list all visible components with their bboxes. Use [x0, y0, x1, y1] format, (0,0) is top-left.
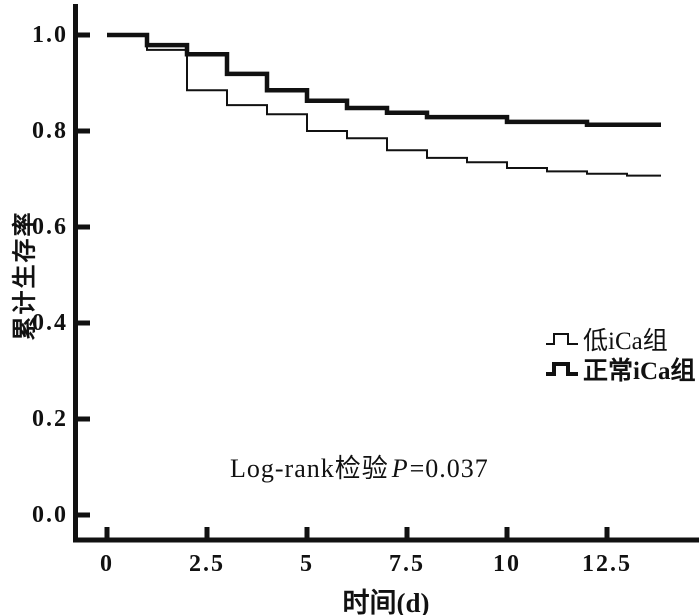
- x-tick-label: 0: [100, 551, 114, 577]
- log-rank-annotation-value: =0.037: [409, 454, 489, 483]
- log-rank-annotation-prefix: Log-rank检验: [230, 454, 389, 483]
- x-axis-title: 时间(d): [342, 588, 430, 615]
- survival-curve-low-ica: [107, 34, 661, 177]
- y-tick-label: 0.2: [32, 406, 68, 432]
- x-tick-label: 10: [493, 551, 521, 577]
- x-tick-label: 12.5: [582, 551, 632, 577]
- y-tick-label: 0.0: [32, 502, 68, 528]
- x-tick-label: 2.5: [189, 551, 225, 577]
- legend: 低iCa组 正常iCa组: [545, 324, 696, 385]
- survival-curve-normal-ica: [107, 32, 661, 128]
- y-tick-label: 0.8: [32, 118, 68, 144]
- y-axis-title: 累计生存率: [12, 210, 39, 341]
- log-rank-annotation-p: P: [391, 454, 409, 483]
- x-tick-label: 5: [300, 551, 314, 577]
- legend-entry-low-ica: 低iCa组: [545, 324, 696, 355]
- legend-entry-normal-ica: 正常iCa组: [545, 354, 696, 385]
- y-tick-label: 0.6: [32, 214, 68, 240]
- y-tick-label: 0.4: [32, 310, 68, 336]
- y-tick-label: 1.0: [32, 22, 68, 48]
- step-line-thick-icon: [546, 362, 578, 376]
- x-tick-label: 7.5: [389, 551, 425, 577]
- step-line-thin-icon: [546, 333, 578, 345]
- legend-label-low-ica: 低iCa组: [583, 328, 668, 355]
- log-rank-annotation: Log-rank检验 P=0.037: [230, 448, 489, 485]
- legend-label-normal-ica: 正常iCa组: [583, 358, 696, 385]
